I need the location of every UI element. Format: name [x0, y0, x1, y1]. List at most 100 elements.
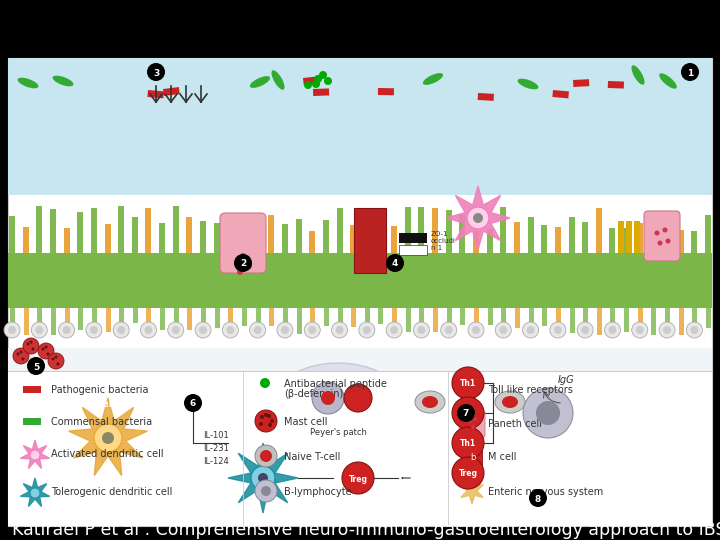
Circle shape [523, 322, 539, 338]
Circle shape [246, 263, 252, 269]
Circle shape [47, 353, 50, 355]
Bar [650, 212, 657, 253]
Bar [174, 308, 179, 335]
Circle shape [240, 253, 246, 259]
Ellipse shape [53, 76, 73, 86]
Circle shape [4, 322, 20, 338]
Bar [433, 308, 438, 332]
Ellipse shape [273, 363, 403, 443]
Bar [459, 215, 465, 253]
Bar [186, 217, 192, 253]
Circle shape [304, 81, 312, 89]
Text: (β-defensin): (β-defensin) [284, 389, 343, 399]
Bar [583, 308, 588, 323]
Circle shape [536, 401, 560, 425]
Circle shape [94, 424, 122, 452]
Bar [597, 308, 602, 335]
Circle shape [523, 388, 573, 438]
Bar [406, 308, 411, 332]
Ellipse shape [502, 396, 518, 408]
Circle shape [631, 322, 648, 338]
Bar [611, 308, 616, 334]
Bar [405, 207, 411, 253]
Bar [569, 217, 575, 253]
Bar [679, 308, 684, 335]
Bar [303, 76, 320, 85]
Bar [200, 221, 206, 253]
Bar [173, 206, 179, 253]
Bar [323, 220, 329, 253]
Bar [379, 308, 384, 324]
Bar [626, 221, 632, 253]
Text: b: b [470, 454, 476, 462]
Circle shape [250, 322, 266, 338]
Circle shape [686, 322, 702, 338]
Bar [460, 308, 465, 325]
Text: IL-124: IL-124 [203, 457, 229, 466]
Bar [65, 308, 70, 330]
Bar [467, 379, 475, 405]
Bar [8, 371, 712, 526]
Bar [624, 308, 629, 332]
Bar [542, 308, 547, 326]
Circle shape [38, 343, 54, 359]
Circle shape [264, 413, 268, 417]
Circle shape [681, 63, 699, 81]
Text: Enteric nervous system: Enteric nervous system [488, 487, 603, 497]
Bar [350, 225, 356, 253]
Circle shape [17, 353, 19, 355]
Bar [351, 308, 356, 327]
Bar [8, 58, 712, 526]
Bar [487, 229, 492, 253]
Bar [464, 446, 482, 468]
Circle shape [445, 326, 453, 334]
Circle shape [418, 326, 426, 334]
Circle shape [268, 423, 272, 427]
Bar [377, 219, 384, 253]
Polygon shape [20, 478, 50, 507]
Bar [23, 386, 41, 393]
Text: Naive T-cell: Naive T-cell [284, 452, 341, 462]
Ellipse shape [422, 396, 438, 408]
Circle shape [86, 322, 102, 338]
Circle shape [663, 326, 671, 334]
Text: Blood vessel: Blood vessel [43, 399, 112, 409]
Bar [432, 208, 438, 253]
Circle shape [226, 326, 234, 334]
Text: 5: 5 [33, 362, 39, 372]
Polygon shape [461, 478, 483, 504]
Circle shape [234, 261, 240, 267]
Bar [313, 89, 329, 96]
Circle shape [27, 342, 30, 346]
Text: Activated dendritic cell: Activated dendritic cell [51, 449, 163, 459]
Bar [163, 87, 180, 96]
Bar [297, 308, 302, 334]
Bar [228, 224, 233, 253]
Text: 1: 1 [687, 69, 693, 78]
Text: Katiraei P et al . Comprehensive neuro-immuno-gastroenterology approach to IBS, : Katiraei P et al . Comprehensive neuro-i… [12, 521, 720, 539]
Bar [528, 308, 534, 330]
Text: 6: 6 [190, 400, 196, 408]
Circle shape [145, 326, 153, 334]
Bar [541, 225, 547, 253]
Bar [514, 222, 520, 253]
Ellipse shape [518, 79, 539, 89]
Bar [132, 217, 138, 253]
Bar [201, 308, 206, 323]
Bar [283, 308, 288, 334]
Text: 3: 3 [153, 69, 159, 78]
Bar [22, 227, 29, 253]
Circle shape [281, 326, 289, 334]
Circle shape [581, 326, 589, 334]
Circle shape [312, 80, 320, 88]
Bar [91, 208, 97, 253]
Text: Antibacterial peptide: Antibacterial peptide [284, 379, 387, 389]
Bar [515, 308, 520, 328]
Circle shape [468, 322, 484, 338]
Circle shape [244, 258, 250, 264]
Ellipse shape [631, 65, 644, 85]
Circle shape [305, 322, 320, 338]
Ellipse shape [415, 391, 445, 413]
Text: Th1: Th1 [460, 380, 476, 388]
Polygon shape [228, 443, 298, 513]
